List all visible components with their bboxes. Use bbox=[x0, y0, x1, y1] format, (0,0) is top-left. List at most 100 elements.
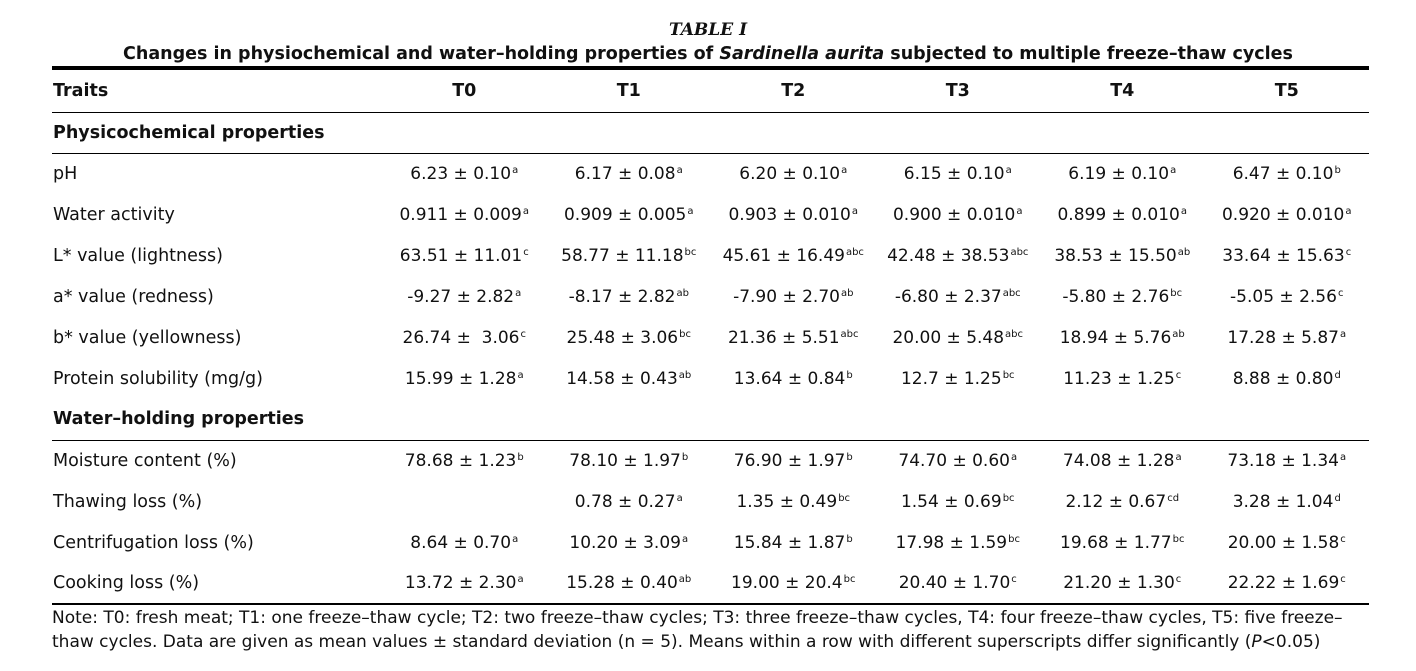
cell-value: 3.28 ± 1.04 bbox=[1232, 491, 1334, 512]
cell-value: 12.7 ± 1.25 bbox=[900, 368, 1002, 389]
cell-superscript: bc bbox=[843, 574, 856, 585]
table-row: b* value (yellowness) 26.74 ± 3.06c 25.4… bbox=[52, 317, 1369, 358]
cell-superscript: b bbox=[1334, 164, 1341, 176]
cell-superscript: bc bbox=[1008, 533, 1020, 545]
cell-value: 18.94 ± 5.76 bbox=[1059, 327, 1172, 348]
value-cell: 6.19 ± 0.10a bbox=[1040, 153, 1205, 194]
cell-superscript: d bbox=[1334, 369, 1341, 381]
value-cell: 6.23 ± 0.10a bbox=[382, 153, 547, 194]
cell-value: 42.48 ± 38.53 bbox=[887, 245, 1010, 266]
value-cell: 13.72 ± 2.30a bbox=[382, 563, 547, 605]
cell-superscript: c bbox=[1340, 533, 1346, 545]
header-t4: T4 bbox=[1040, 66, 1205, 113]
value-cell: 19.68 ± 1.77bc bbox=[1040, 522, 1205, 563]
value-cell: 78.68 ± 1.23b bbox=[382, 440, 547, 481]
value-cell: 15.28 ± 0.40ab bbox=[546, 563, 711, 605]
cell-superscript: a bbox=[512, 533, 519, 545]
value-cell: 2.12 ± 0.67cd bbox=[1040, 481, 1205, 522]
value-cell: 20.40 ± 1.70c bbox=[875, 563, 1040, 605]
cell-superscript: abc bbox=[1002, 287, 1021, 299]
value-cell: -5.05 ± 2.56c bbox=[1205, 276, 1370, 317]
value-cell: 15.84 ± 1.87b bbox=[711, 522, 876, 563]
value-cell: 1.35 ± 0.49bc bbox=[711, 481, 876, 522]
cell-value: 74.08 ± 1.28 bbox=[1062, 450, 1175, 471]
value-cell: 0.899 ± 0.010a bbox=[1040, 194, 1205, 235]
value-cell: 78.10 ± 1.97b bbox=[547, 440, 712, 481]
cell-value: 14.58 ± 0.43 bbox=[566, 368, 678, 389]
table-row: Cooking loss (%) 13.72 ± 2.30a 15.28 ± 0… bbox=[52, 563, 1369, 605]
header-t0: T0 bbox=[382, 66, 547, 113]
cell-superscript: a bbox=[517, 574, 524, 585]
value-cell: 33.64 ± 15.63c bbox=[1205, 235, 1370, 276]
cell-value: 78.10 ± 1.97 bbox=[569, 450, 681, 471]
value-cell: 12.7 ± 1.25bc bbox=[876, 358, 1041, 399]
table-note: Note: T0: fresh meat; T1: one freeze–tha… bbox=[52, 606, 1372, 654]
cell-value: 13.64 ± 0.84 bbox=[733, 368, 846, 389]
trait-label: Cooking loss (%) bbox=[52, 563, 382, 605]
value-cell: 58.77 ± 11.18bc bbox=[547, 235, 712, 276]
section-row-physicochemical: Physicochemical properties bbox=[52, 112, 1369, 154]
cell-value: 21.20 ± 1.30 bbox=[1063, 573, 1175, 593]
cell-superscript: b bbox=[681, 451, 689, 463]
value-cell bbox=[382, 481, 547, 522]
cell-superscript: ab bbox=[676, 287, 689, 299]
cell-superscript: a bbox=[515, 287, 522, 299]
cell-value: 20.00 ± 1.58 bbox=[1227, 532, 1340, 553]
value-cell: 73.18 ± 1.34a bbox=[1205, 440, 1370, 481]
cell-value: -5.05 ± 2.56 bbox=[1230, 286, 1337, 307]
table-row: Protein solubility (mg/g) 15.99 ± 1.28a … bbox=[52, 358, 1369, 399]
cell-value: 8.88 ± 0.80 bbox=[1232, 368, 1334, 389]
cell-value: 78.68 ± 1.23 bbox=[404, 450, 517, 471]
cell-value: 33.64 ± 15.63 bbox=[1222, 245, 1345, 266]
cell-value: 6.15 ± 0.10 bbox=[903, 163, 1005, 184]
cell-value: 6.17 ± 0.08 bbox=[574, 163, 676, 184]
cell-superscript: a bbox=[1339, 451, 1347, 463]
data-table: Traits T0 T1 T2 T3 T4 T5 Physicochemical… bbox=[52, 66, 1369, 605]
value-cell: 18.94 ± 5.76ab bbox=[1040, 317, 1205, 358]
cell-superscript: c bbox=[523, 246, 529, 258]
section-title: Physicochemical properties bbox=[52, 112, 1369, 154]
value-cell: 14.58 ± 0.43ab bbox=[547, 358, 712, 399]
cell-superscript: a bbox=[517, 369, 524, 381]
cell-superscript: ab bbox=[1172, 328, 1185, 340]
cell-superscript: c bbox=[1175, 574, 1182, 585]
cell-superscript: bc bbox=[1002, 369, 1015, 381]
trait-label: Centrifugation loss (%) bbox=[53, 532, 254, 553]
cell-superscript: a bbox=[522, 205, 530, 217]
cell-superscript: ab bbox=[840, 287, 854, 299]
value-cell: 13.64 ± 0.84b bbox=[711, 358, 876, 399]
table-caption: Changes in physiochemical and water–hold… bbox=[0, 43, 1416, 65]
cell-superscript: a bbox=[841, 164, 848, 176]
cell-value: 6.47 ± 0.10 bbox=[1232, 163, 1334, 184]
header-t3: T3 bbox=[875, 66, 1040, 113]
table-row: Thawing loss (%) 0.78 ± 0.27a 1.35 ± 0.4… bbox=[52, 481, 1369, 522]
cell-value: -5.80 ± 2.76 bbox=[1062, 286, 1170, 307]
value-cell: 0.911 ± 0.009a bbox=[382, 194, 547, 235]
cell-value: 1.35 ± 0.49 bbox=[736, 491, 838, 512]
value-cell: 45.61 ± 16.49abc bbox=[711, 235, 876, 276]
cell-value: 20.40 ± 1.70 bbox=[898, 573, 1011, 593]
trait-label: Protein solubility (mg/g) bbox=[53, 368, 263, 389]
cell-superscript: bc bbox=[1172, 533, 1185, 545]
value-cell: 20.00 ± 1.58c bbox=[1205, 522, 1370, 563]
cell-superscript: a bbox=[512, 164, 519, 176]
table-label: TABLE I bbox=[668, 20, 748, 40]
value-cell: 0.900 ± 0.010a bbox=[876, 194, 1041, 235]
cell-superscript: d bbox=[1334, 492, 1341, 504]
caption-text-end: subjected to multiple freeze–thaw cycles bbox=[884, 44, 1293, 64]
note-p-symbol: P bbox=[1251, 632, 1262, 652]
cell-superscript: a bbox=[1016, 205, 1023, 217]
cell-superscript: a bbox=[676, 164, 683, 176]
cell-value: 1.54 ± 0.69 bbox=[900, 491, 1002, 512]
value-cell: 8.64 ± 0.70a bbox=[382, 522, 547, 563]
cell-superscript: c bbox=[1345, 246, 1352, 258]
value-cell: 10.20 ± 3.09a bbox=[547, 522, 712, 563]
cell-value: 76.90 ± 1.97 bbox=[733, 450, 846, 471]
cell-value: 17.28 ± 5.87 bbox=[1227, 327, 1339, 348]
header-traits: Traits bbox=[52, 66, 382, 113]
table-row: a* value (redness) -9.27 ± 2.82a -8.17 ±… bbox=[52, 276, 1369, 317]
cell-value: 25.48 ± 3.06 bbox=[566, 327, 679, 348]
value-cell: 20.00 ± 5.48abc bbox=[876, 317, 1041, 358]
cell-value: 15.99 ± 1.28 bbox=[404, 368, 517, 389]
